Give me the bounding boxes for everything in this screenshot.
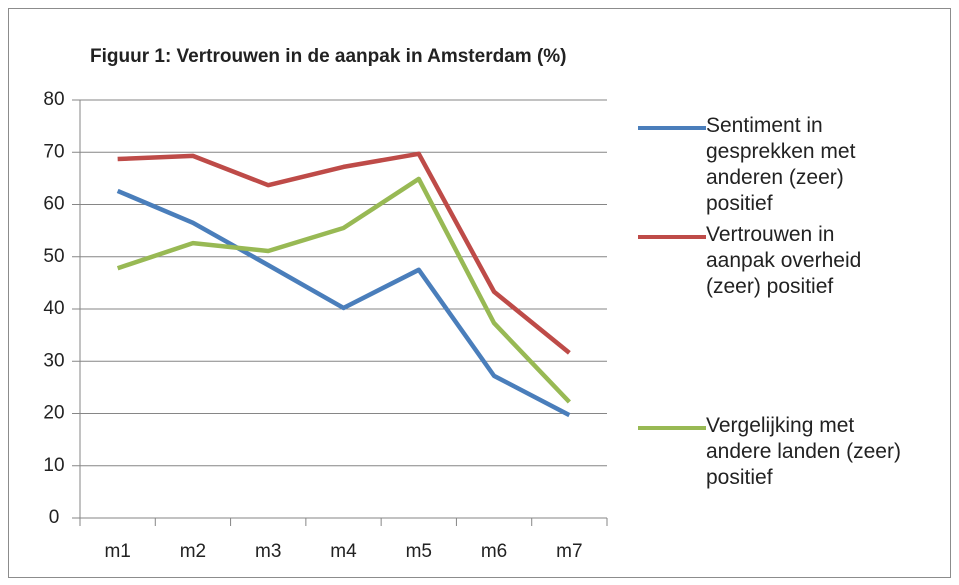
x-tick-label: m7	[556, 541, 582, 562]
legend-entry: Vergelijking met andere landen (zeer) po…	[638, 413, 906, 491]
y-tick-label: 50	[43, 246, 64, 267]
series-line	[117, 151, 571, 355]
y-tick-label: 40	[43, 298, 64, 319]
series-line	[116, 176, 571, 404]
y-tick-label: 0	[49, 507, 60, 528]
legend-entry: Vertrouwen in aanpak overheid (zeer) pos…	[638, 222, 906, 300]
y-tick-label: 60	[43, 194, 64, 215]
y-tick-label: 80	[43, 89, 64, 110]
legend-label: Sentiment in gesprekken met anderen (zee…	[706, 114, 856, 215]
legend-label: Vergelijking met andere landen (zeer) po…	[706, 414, 901, 489]
legend-swatch	[638, 426, 706, 430]
x-tick-label: m1	[104, 541, 130, 562]
x-tick-label: m6	[481, 541, 507, 562]
legend-swatch	[638, 126, 706, 130]
chart-title: Figuur 1: Vertrouwen in de aanpak in Ams…	[90, 46, 567, 67]
x-tick-label: m2	[180, 541, 206, 562]
x-tick-label: m5	[406, 541, 432, 562]
legend-swatch	[638, 235, 706, 239]
y-tick-label: 70	[43, 141, 64, 162]
legend-label: Vertrouwen in aanpak overheid (zeer) pos…	[706, 223, 862, 298]
x-tick-label: m3	[255, 541, 281, 562]
x-tick-label: m4	[330, 541, 357, 562]
y-tick-label: 20	[43, 403, 64, 424]
legend-entry: Sentiment in gesprekken met anderen (zee…	[638, 113, 906, 217]
y-tick-label: 30	[43, 350, 64, 371]
y-tick-label: 10	[43, 455, 64, 476]
series-line	[116, 188, 571, 418]
